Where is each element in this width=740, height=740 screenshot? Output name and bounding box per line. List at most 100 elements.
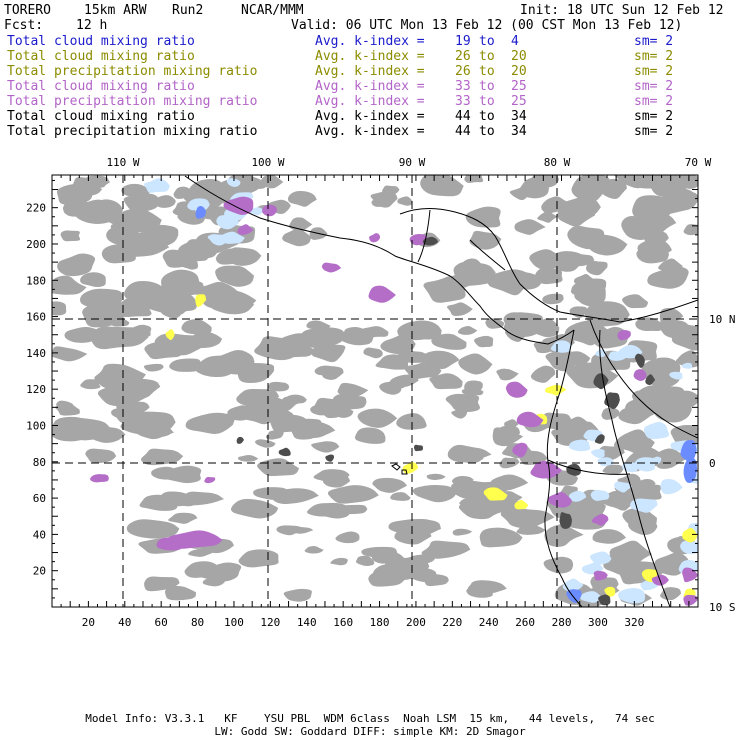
cloud-blob [165,274,190,287]
precip-blob [530,461,562,479]
cloud-blob [140,290,190,313]
cloud-blob [124,324,152,338]
cloud-blob [321,366,344,380]
latitude-label: 10 S [709,601,736,614]
light-cloud-blob [590,449,605,459]
cloud-blob [226,269,249,282]
cloud-blob [330,557,348,566]
latitude-label: 0 [709,457,716,470]
precip-blob [682,527,698,543]
cloud-blob [84,175,106,188]
cloud-blob [404,361,442,380]
precip-blob [321,262,342,273]
cloud-blob [121,183,151,199]
cloud-blob [412,485,458,503]
kindex-from: 33 [455,94,471,109]
x-tick-label: 200 [406,616,426,629]
deep-cloud-core [645,374,656,386]
y-tick-label: 60 [33,492,46,505]
cloud-blob [270,414,310,433]
coastline-south-america [544,329,583,607]
cloud-blob [304,546,324,554]
cloud-blob [335,531,360,544]
x-tick-label: 280 [552,616,572,629]
precip-blob [591,514,609,526]
cloud-blob [541,196,575,214]
coastline-caribbean [399,208,698,323]
cloud-blob [141,448,184,466]
light-cloud-blob [643,422,670,440]
cloud-blob [282,228,312,247]
deep-cloud-core [236,436,244,444]
kindex-to: 34 [511,124,527,139]
cloud-blob [185,412,235,435]
cloud-blob [146,224,179,247]
axis-labels: 20 40 60 80 100 120 140 160 180 200 220 240 260 280 30… [26,156,735,629]
kindex-from: 26 [455,49,471,64]
cloud-blob [257,458,300,477]
cloud-blob [116,400,150,414]
light-cloud-blob [597,457,614,467]
valid-time: Valid: 06 UTC Mon 13 Feb 12 (00 CST Mon … [291,18,683,33]
cloud-blob [452,528,473,536]
model-name: TORERO [4,3,51,18]
cloud-blob [284,394,307,405]
cloud-blob [543,556,574,574]
model-info-line1: Model Info: V3.3.1 KF YSU PBL WDM 6class… [85,712,655,725]
smoothing-label: sm= 2 [634,34,674,49]
cloud-blob [112,215,139,231]
smoothing-label: sm= 2 [634,124,674,139]
cloud-blob [237,455,259,462]
cloud-blob [458,353,493,375]
kindex-to-word: to [479,49,495,64]
field-name: Total precipitation mixing ratio [7,124,258,139]
cloud-blob [332,394,367,410]
cloud-blob [500,507,555,529]
cloud-blob [464,175,484,184]
x-tick-label: 100 [224,616,244,629]
field-name: Total precipitation mixing ratio [7,94,258,109]
cloud-blob [168,512,198,524]
cloud-blob [602,464,624,475]
cloud-blob [63,201,94,217]
cloud-blob [126,519,180,539]
smoothing-label: sm= 2 [634,49,674,64]
smoothing-label: sm= 2 [634,64,674,79]
cloud-blob [464,380,483,394]
cloud-blob [154,195,176,208]
cloud-blob [544,524,584,547]
cloud-blob [211,287,237,300]
cloud-blob [243,409,279,425]
cloud-blob [647,266,689,289]
cloud-shading-gray [52,175,698,607]
x-tick-label: 40 [118,616,131,629]
x-tick-label: 20 [82,616,95,629]
forecast-map: 20 40 60 80 100 120 140 160 180 200 220 240 260 280 30… [26,156,735,629]
cloud-blob [57,253,96,277]
longitude-label: 80 W [544,156,571,169]
field-name: Total precipitation mixing ratio [7,64,258,79]
cloud-blob [446,302,473,317]
y-tick-label: 180 [26,274,46,287]
kindex-label: Avg. k-index = [315,94,425,109]
cloud-blob [354,427,386,444]
light-cloud-blob [580,591,602,603]
cloud-blob [265,430,284,440]
precip-blob [223,196,254,215]
map-frame [51,174,699,608]
cloud-blob [658,258,683,274]
kindex-to-word: to [479,79,495,94]
cloud-blob [139,494,178,511]
x-tick-label: 80 [191,616,204,629]
cloud-blob [420,175,464,197]
cloud-blob [238,549,279,568]
cloud-blob [255,439,276,448]
longitude-label: 100 W [251,156,284,169]
field-name: Total cloud mixing ratio [7,34,195,49]
cloud-blob [52,275,87,295]
kindex-from: 33 [455,79,471,94]
cloud-blob [60,230,81,242]
x-tick-label: 120 [260,616,280,629]
cloud-blob [390,492,411,501]
deep-cloud-core [566,463,582,476]
